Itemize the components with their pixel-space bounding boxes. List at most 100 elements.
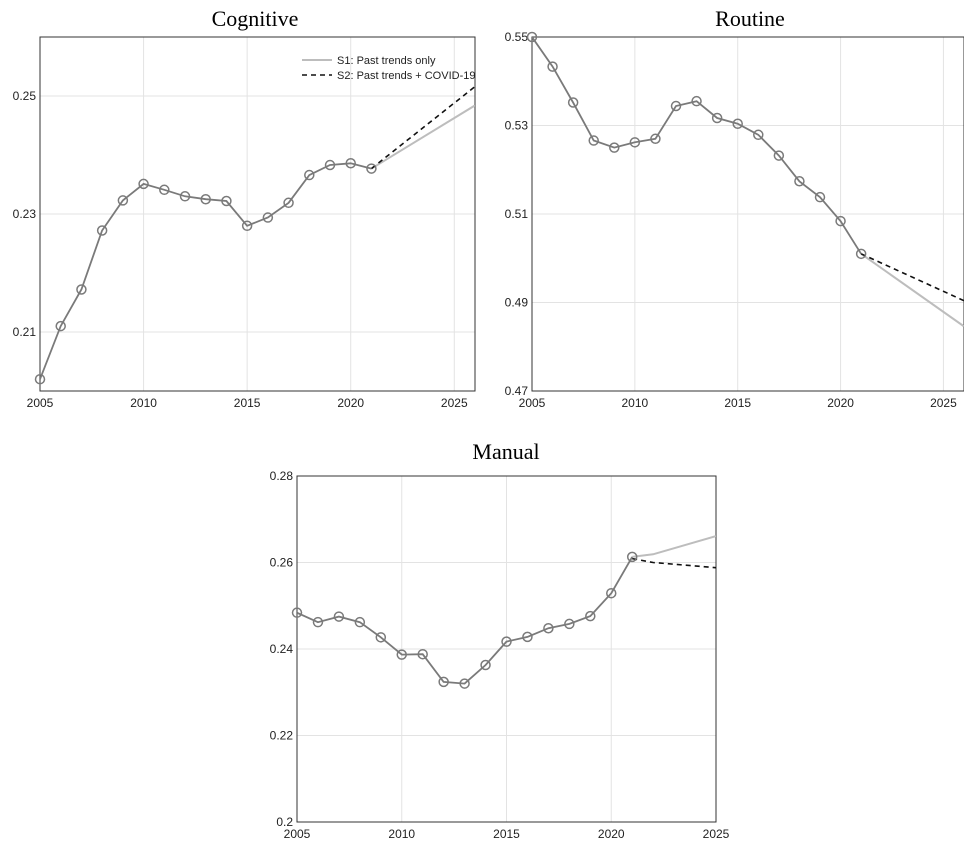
y-tick-label: 0.22: [270, 729, 294, 743]
data-point: [345, 158, 356, 169]
data-point: [670, 100, 682, 112]
data-point: [354, 616, 366, 628]
manual-chart: Manual 2005 2010 2015 2020 2025 0.2 0.22 0.24 0.2…: [270, 439, 730, 841]
historical-series-line: [40, 162, 372, 380]
data-point: [794, 176, 805, 187]
x-tick-label: 2005: [519, 396, 546, 410]
data-point: [522, 631, 533, 643]
data-point: [626, 551, 638, 563]
data-point: [159, 184, 170, 196]
legend: S1: Past trends only S2: Past trends + CO…: [302, 55, 475, 82]
y-tick-label: 0.23: [13, 207, 37, 221]
data-point: [526, 31, 538, 43]
data-point: [606, 587, 617, 599]
data-point: [179, 191, 191, 202]
x-tick-label: 2005: [284, 827, 311, 841]
data-point: [567, 97, 579, 108]
y-tick-label: 0.24: [270, 642, 294, 656]
legend-s1-label: S1: Past trends only: [337, 55, 436, 67]
data-point: [650, 133, 661, 145]
data-point: [304, 169, 315, 181]
chart-title: Manual: [472, 439, 539, 464]
cognitive-chart: Cognitive 2005 2010 2015 2020 2025 0.21 0.23 0.2…: [13, 6, 476, 410]
data-point: [55, 320, 66, 332]
data-point: [588, 135, 599, 146]
plot-frame: [531, 36, 964, 392]
x-tick-label: 2025: [703, 827, 730, 841]
chart-title: Cognitive: [212, 6, 299, 31]
data-point: [543, 622, 554, 634]
y-tick-label: 0.2: [276, 815, 293, 829]
data-point: [711, 112, 723, 124]
x-tick-label: 2025: [441, 396, 468, 410]
x-tick-label: 2020: [598, 827, 625, 841]
data-point: [564, 618, 575, 630]
x-tick-label: 2015: [234, 396, 261, 410]
data-point: [609, 142, 620, 153]
s1-series-line: [370, 104, 475, 170]
data-point: [312, 616, 324, 628]
s2-series-line: [860, 253, 964, 302]
historical-series-line: [297, 556, 633, 685]
x-tick-label: 2025: [930, 396, 957, 410]
data-point: [200, 194, 211, 205]
plot-frame: [39, 36, 476, 392]
historical-series-line: [532, 37, 862, 255]
y-tick-label: 0.51: [505, 207, 529, 221]
data-point: [691, 95, 702, 107]
x-tick-label: 2005: [27, 396, 54, 410]
data-point: [417, 648, 428, 660]
data-point: [117, 195, 129, 206]
data-point: [438, 676, 449, 688]
data-point: [375, 632, 387, 643]
data-point: [501, 636, 512, 647]
y-tick-label: 0.47: [505, 384, 529, 398]
data-point: [366, 163, 377, 174]
data-point: [138, 178, 149, 190]
data-point: [480, 659, 491, 671]
s2-series-line: [370, 85, 475, 170]
y-tick-label: 0.55: [505, 30, 529, 44]
plot-frame: [296, 475, 717, 823]
data-point: [262, 212, 274, 223]
data-point: [283, 197, 294, 209]
chart-title: Routine: [715, 6, 785, 31]
data-point: [835, 215, 846, 227]
routine-chart: Routine 2005 2010 2015 2020 2025 0.47 0.49 0.51 0…: [505, 6, 964, 410]
y-tick-label: 0.49: [505, 296, 529, 310]
data-point: [547, 61, 558, 72]
data-point: [855, 248, 867, 260]
x-tick-label: 2010: [388, 827, 415, 841]
y-tick-label: 0.21: [13, 325, 37, 339]
x-tick-label: 2020: [827, 396, 854, 410]
data-point: [241, 220, 253, 232]
data-point: [291, 607, 303, 618]
data-point: [324, 159, 336, 171]
data-point: [773, 150, 785, 161]
y-tick-label: 0.26: [270, 556, 294, 570]
data-point: [753, 129, 764, 141]
data-point: [76, 284, 87, 295]
data-point: [732, 118, 743, 129]
data-point: [221, 195, 232, 207]
s2-series-line: [632, 557, 716, 569]
data-point: [629, 137, 641, 148]
y-tick-label: 0.25: [13, 89, 37, 103]
x-tick-label: 2020: [337, 396, 364, 410]
s1-series-line: [632, 535, 716, 558]
y-tick-label: 0.53: [505, 119, 529, 133]
y-tick-label: 0.28: [270, 469, 294, 483]
data-point: [585, 610, 596, 622]
data-point: [814, 191, 826, 203]
x-tick-label: 2015: [493, 827, 520, 841]
legend-s2-label: S2: Past trends + COVID-19: [337, 70, 475, 82]
data-point: [96, 225, 108, 236]
data-point: [34, 373, 46, 385]
x-tick-label: 2010: [130, 396, 157, 410]
data-point: [333, 611, 345, 622]
data-point: [459, 678, 470, 689]
x-tick-label: 2015: [724, 396, 751, 410]
s1-series-line: [860, 252, 964, 328]
data-point: [396, 649, 407, 660]
